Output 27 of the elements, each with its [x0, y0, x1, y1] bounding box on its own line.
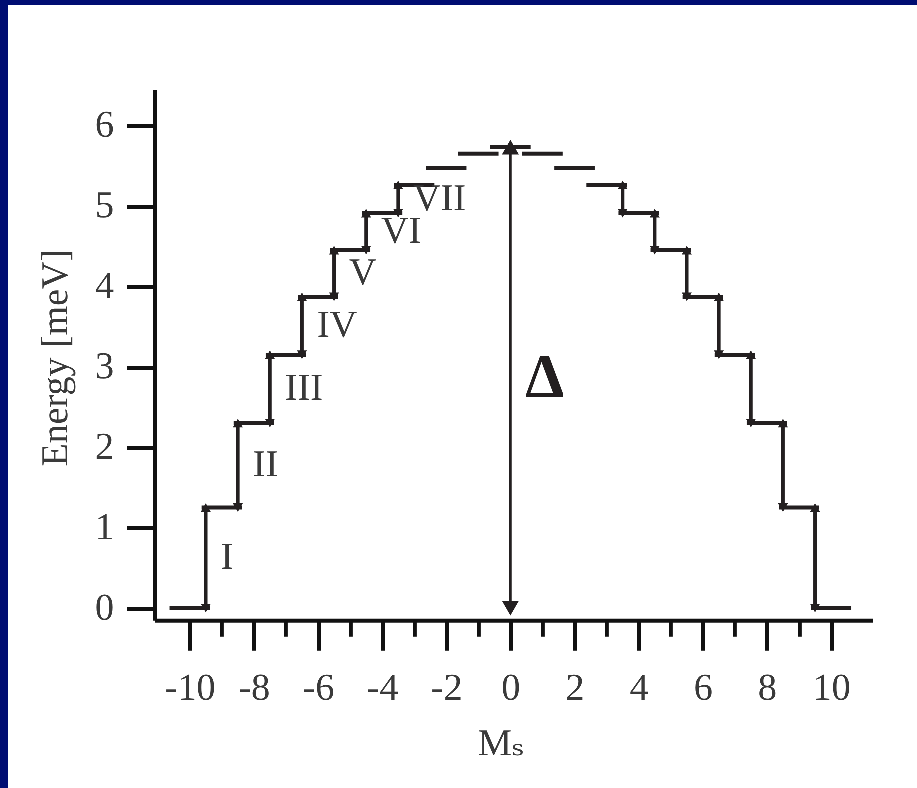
x-tick-label: 4 [630, 666, 649, 709]
x-tick-label: -2 [431, 666, 463, 709]
x-tick-label: -8 [238, 666, 270, 709]
x-tick-label: 8 [758, 666, 778, 709]
annotation: Δ [526, 342, 565, 411]
y-tick-label: 6 [95, 104, 114, 146]
annotation: III [285, 367, 324, 410]
y-tick-label: 4 [95, 265, 114, 308]
x-tick-label: -4 [367, 666, 399, 709]
annotation: VII [413, 177, 466, 220]
x-tick-label: 10 [812, 666, 851, 709]
y-tick-label: 1 [95, 506, 114, 548]
y-tick-label: 3 [95, 346, 114, 388]
x-tick-label: 0 [502, 666, 521, 709]
y-tick-label: 2 [95, 426, 114, 468]
x-tick-label: 6 [694, 666, 714, 709]
annotation: IV [317, 304, 358, 346]
annotation: I [221, 536, 234, 578]
y-tick-label: 5 [95, 184, 114, 227]
x-tick-label: -6 [302, 666, 335, 709]
annotation: II [253, 444, 278, 486]
x-tick-label: -10 [165, 666, 216, 709]
x-axis-title: Mₛ [478, 722, 525, 764]
y-tick-label: 0 [95, 586, 114, 629]
x-tick-label: 2 [566, 666, 585, 709]
y-axis-title: Energy [meV] [34, 249, 77, 467]
annotation: V [349, 252, 377, 294]
